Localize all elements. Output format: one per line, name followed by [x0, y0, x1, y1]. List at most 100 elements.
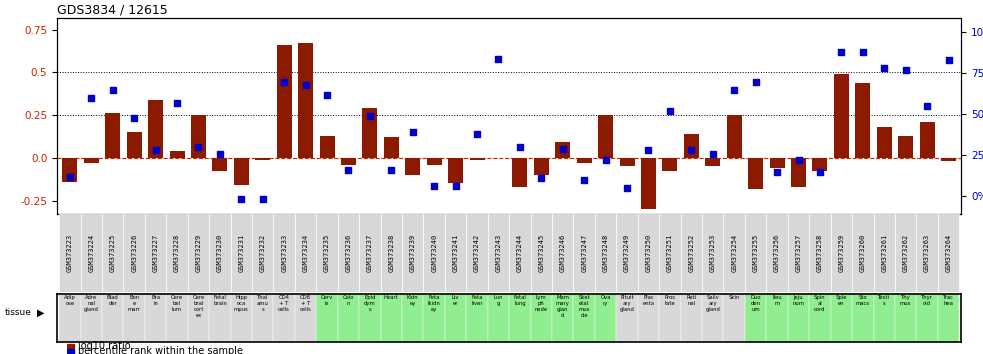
Text: Lym
ph
node: Lym ph node [535, 295, 548, 312]
FancyBboxPatch shape [595, 214, 616, 292]
FancyBboxPatch shape [702, 214, 723, 292]
Bar [509, 294, 531, 342]
Point [619, 185, 635, 191]
Bar [209, 294, 231, 342]
Bar [405, 158, 421, 175]
FancyBboxPatch shape [59, 214, 81, 292]
Text: GSM373231: GSM373231 [238, 234, 245, 272]
FancyBboxPatch shape [488, 214, 509, 292]
FancyBboxPatch shape [338, 214, 359, 292]
Text: GSM373224: GSM373224 [88, 234, 94, 272]
Bar [427, 158, 441, 165]
Bar [488, 294, 509, 342]
FancyBboxPatch shape [573, 214, 595, 292]
Text: GSM373237: GSM373237 [367, 234, 373, 272]
Text: GSM373248: GSM373248 [603, 234, 608, 272]
Point [298, 82, 314, 88]
Text: GSM373235: GSM373235 [324, 234, 330, 272]
Bar [895, 294, 916, 342]
Bar [166, 294, 188, 342]
Point [169, 100, 185, 105]
Text: GSM373227: GSM373227 [152, 234, 158, 272]
Bar [67, 349, 74, 353]
Bar [512, 158, 528, 187]
Text: GSM373226: GSM373226 [131, 234, 138, 272]
Bar [319, 136, 334, 158]
Text: GSM373263: GSM373263 [924, 234, 930, 272]
Text: GSM373261: GSM373261 [881, 234, 888, 272]
Text: Sto
macs: Sto macs [856, 295, 870, 306]
Bar [531, 294, 552, 342]
Text: Cere
bel
lum: Cere bel lum [171, 295, 183, 312]
Text: GSM373241: GSM373241 [452, 234, 459, 272]
Text: GSM373232: GSM373232 [260, 234, 265, 272]
FancyBboxPatch shape [81, 214, 102, 292]
Text: GSM373229: GSM373229 [196, 234, 202, 272]
Text: Feta
lkidn
ey: Feta lkidn ey [428, 295, 440, 312]
Text: Pituit
ary
gland: Pituit ary gland [619, 295, 634, 312]
Text: GSM373238: GSM373238 [388, 234, 394, 272]
Bar [938, 294, 959, 342]
FancyBboxPatch shape [895, 214, 916, 292]
Point [191, 144, 206, 150]
Text: GSM373239: GSM373239 [410, 234, 416, 272]
Bar [380, 294, 402, 342]
Point [255, 196, 270, 202]
FancyBboxPatch shape [852, 214, 874, 292]
Text: Bon
e
marr: Bon e marr [128, 295, 141, 312]
Text: Fetal
brain: Fetal brain [213, 295, 227, 306]
Point [790, 157, 806, 163]
Bar [941, 158, 956, 161]
Bar [684, 134, 699, 158]
Point [491, 56, 506, 62]
Point [340, 167, 356, 173]
Point [362, 113, 377, 119]
Point [555, 146, 571, 152]
Text: Thyr
oid: Thyr oid [921, 295, 933, 306]
Text: Skin: Skin [728, 295, 740, 300]
Text: Adip
ose: Adip ose [64, 295, 76, 306]
Text: Trac
hea: Trac hea [943, 295, 954, 306]
Point [276, 79, 292, 84]
Text: GSM373228: GSM373228 [174, 234, 180, 272]
Bar [448, 158, 463, 183]
Bar [552, 294, 573, 342]
FancyBboxPatch shape [445, 214, 466, 292]
Text: GSM373251: GSM373251 [666, 234, 673, 272]
Bar [67, 344, 74, 348]
Bar [916, 294, 938, 342]
Bar [466, 294, 488, 342]
Bar [145, 294, 166, 342]
Bar [555, 142, 570, 158]
Text: GSM373245: GSM373245 [539, 234, 545, 272]
Bar [577, 158, 592, 163]
Point [683, 148, 699, 153]
Text: Hipp
oca
mpus: Hipp oca mpus [234, 295, 249, 312]
Bar [127, 132, 142, 158]
Bar [169, 151, 185, 158]
Bar [59, 294, 81, 342]
Text: Blad
der: Blad der [107, 295, 119, 306]
Text: GSM373254: GSM373254 [731, 234, 737, 272]
Text: Kidn
ey: Kidn ey [407, 295, 419, 306]
Bar [877, 127, 892, 158]
FancyBboxPatch shape [938, 214, 959, 292]
Text: GSM373247: GSM373247 [581, 234, 587, 272]
Point [447, 183, 463, 189]
Point [469, 131, 485, 137]
FancyBboxPatch shape [231, 214, 252, 292]
Point [812, 169, 828, 175]
Bar [705, 158, 721, 166]
Text: Duo
den
um: Duo den um [750, 295, 761, 312]
Text: GSM373250: GSM373250 [646, 234, 652, 272]
Bar [148, 100, 163, 158]
FancyBboxPatch shape [723, 214, 745, 292]
FancyBboxPatch shape [638, 214, 660, 292]
Point [663, 108, 678, 114]
Point [897, 67, 913, 73]
Point [748, 79, 764, 84]
Text: Cere
bral
cort
ex: Cere bral cort ex [193, 295, 204, 318]
Bar [726, 115, 742, 158]
Bar [62, 158, 78, 182]
Text: CD8
+ T
cells: CD8 + T cells [300, 295, 312, 312]
